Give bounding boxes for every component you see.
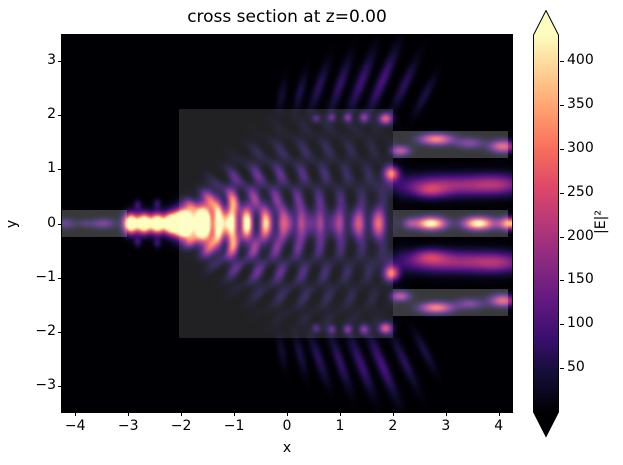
- colorbar-tick-mark: [560, 105, 564, 107]
- colorbar-gradient: [533, 9, 559, 438]
- colorbar-tick-label: 50: [567, 359, 585, 376]
- x-tick-label: −4: [64, 418, 86, 434]
- x-tick-label: 0: [282, 418, 292, 434]
- plot-area: [61, 34, 513, 413]
- y-tick-label: −3: [35, 377, 56, 394]
- y-tick-label: −1: [35, 268, 56, 285]
- plot-title: cross section at z=0.00: [187, 7, 387, 27]
- colorbar-tick-mark: [560, 236, 564, 238]
- x-tick-mark: [498, 412, 500, 416]
- x-tick-mark: [339, 412, 341, 416]
- y-tick-mark: [58, 332, 62, 334]
- x-tick-mark: [287, 412, 288, 416]
- y-tick-mark: [58, 169, 62, 171]
- x-tick-mark: [234, 412, 236, 416]
- x-tick-mark: [128, 412, 130, 416]
- colorbar: [533, 9, 561, 440]
- y-tick-mark: [58, 60, 62, 62]
- x-tick-mark: [392, 412, 394, 416]
- y-tick-mark: [58, 277, 62, 279]
- colorbar-tick-mark: [560, 148, 564, 150]
- x-tick-label: 1: [335, 418, 345, 434]
- colorbar-tick-mark: [560, 280, 564, 282]
- colorbar-tick-mark: [560, 61, 564, 63]
- colorbar-tick-label: 300: [567, 139, 594, 156]
- heatmap-canvas: [62, 35, 512, 412]
- x-tick-label: −2: [170, 418, 192, 434]
- y-tick-mark: [58, 223, 62, 225]
- y-tick-mark: [58, 386, 62, 388]
- x-axis-label: x: [282, 440, 292, 456]
- y-tick-label: 0: [47, 214, 56, 231]
- y-tick-label: −2: [35, 323, 56, 340]
- colorbar-tick-mark: [560, 368, 564, 370]
- x-tick-mark: [445, 412, 447, 416]
- y-tick-mark: [58, 114, 62, 116]
- y-axis-label: y: [4, 219, 20, 229]
- x-tick-label: 4: [494, 418, 504, 434]
- x-tick-label: −3: [117, 418, 139, 434]
- y-tick-label: 3: [47, 51, 56, 68]
- x-tick-label: −1: [223, 418, 245, 434]
- y-tick-label: 2: [47, 105, 56, 122]
- x-tick-mark: [181, 412, 183, 416]
- colorbar-tick-label: 200: [567, 227, 594, 244]
- x-tick-mark: [75, 412, 77, 416]
- colorbar-tick-label: 100: [567, 315, 594, 332]
- y-tick-label: 1: [47, 160, 56, 177]
- colorbar-label: |E|²: [593, 210, 609, 234]
- colorbar-tick-label: 250: [567, 183, 594, 200]
- colorbar-tick-label: 150: [567, 271, 594, 288]
- x-tick-label: 3: [441, 418, 451, 434]
- colorbar-tick-label: 350: [567, 96, 594, 113]
- colorbar-tick-mark: [560, 192, 564, 194]
- colorbar-tick-mark: [560, 324, 564, 326]
- x-tick-label: 2: [388, 418, 398, 434]
- colorbar-tick-label: 400: [567, 52, 594, 69]
